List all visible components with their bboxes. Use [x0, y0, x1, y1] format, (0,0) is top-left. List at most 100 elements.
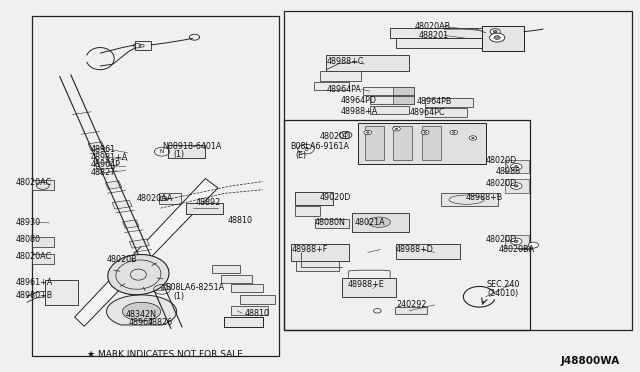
- Bar: [422, 126, 441, 160]
- Bar: [32, 237, 54, 247]
- Bar: [390, 28, 492, 38]
- Text: 240292: 240292: [396, 300, 427, 310]
- Bar: [352, 212, 409, 232]
- Circle shape: [364, 130, 372, 135]
- Bar: [326, 55, 409, 71]
- Bar: [396, 244, 460, 259]
- Bar: [395, 307, 427, 314]
- Bar: [342, 278, 396, 297]
- Bar: [320, 71, 362, 81]
- Polygon shape: [122, 220, 139, 228]
- Bar: [32, 16, 278, 356]
- Text: 48988+B: 48988+B: [465, 193, 502, 202]
- Circle shape: [529, 242, 539, 248]
- Bar: [225, 317, 262, 327]
- Polygon shape: [140, 259, 156, 267]
- Bar: [291, 244, 349, 260]
- Text: 48967: 48967: [129, 318, 154, 327]
- Text: 48020B: 48020B: [106, 254, 137, 264]
- Bar: [221, 275, 252, 283]
- Circle shape: [424, 132, 426, 133]
- Text: 48988+F: 48988+F: [291, 245, 328, 254]
- Text: 48020D: 48020D: [486, 156, 517, 166]
- Bar: [32, 180, 54, 190]
- Text: 48981+A: 48981+A: [91, 153, 128, 162]
- Polygon shape: [112, 200, 132, 209]
- Bar: [425, 99, 473, 107]
- Text: 48020D: 48020D: [320, 132, 351, 141]
- Text: 48020AC: 48020AC: [16, 178, 52, 187]
- Bar: [231, 306, 268, 315]
- Bar: [231, 284, 262, 292]
- Bar: [370, 96, 414, 104]
- Text: (E): (E): [296, 151, 307, 160]
- Text: 48961: 48961: [91, 145, 116, 154]
- Circle shape: [452, 132, 455, 133]
- Text: 48342N: 48342N: [125, 310, 157, 319]
- Bar: [135, 41, 151, 51]
- Polygon shape: [75, 179, 218, 326]
- Circle shape: [472, 137, 474, 139]
- Text: 48964PD: 48964PD: [340, 96, 376, 105]
- Text: 48964PC: 48964PC: [409, 108, 445, 118]
- Circle shape: [511, 163, 522, 170]
- Circle shape: [493, 31, 497, 33]
- Text: 48080: 48080: [16, 235, 41, 244]
- Text: 48021A: 48021A: [355, 218, 385, 227]
- Bar: [314, 82, 349, 90]
- Circle shape: [395, 128, 397, 129]
- Polygon shape: [95, 161, 115, 170]
- Bar: [358, 123, 486, 164]
- Polygon shape: [147, 278, 166, 287]
- Circle shape: [511, 183, 522, 189]
- Text: 48826: 48826: [148, 318, 173, 327]
- Bar: [483, 26, 524, 51]
- Bar: [315, 219, 349, 228]
- Bar: [505, 235, 529, 248]
- Text: 48961+A: 48961+A: [16, 278, 53, 287]
- Bar: [168, 145, 205, 158]
- Text: 48080N: 48080N: [315, 218, 346, 227]
- Text: N08918-6401A: N08918-6401A: [163, 142, 222, 151]
- Bar: [32, 254, 54, 263]
- Bar: [363, 87, 414, 95]
- Text: 48020AB: 48020AB: [414, 22, 451, 31]
- Text: 48020BA: 48020BA: [499, 245, 534, 254]
- Bar: [284, 11, 632, 330]
- Polygon shape: [129, 239, 149, 248]
- Circle shape: [511, 238, 522, 245]
- Circle shape: [515, 240, 518, 243]
- Text: 48827: 48827: [91, 168, 116, 177]
- Bar: [45, 280, 78, 305]
- Text: 48964PB: 48964PB: [417, 97, 452, 106]
- Text: 48988+D: 48988+D: [395, 245, 433, 254]
- Text: 48964P: 48964P: [91, 160, 120, 170]
- Bar: [241, 295, 275, 304]
- Text: 48020AA: 48020AA: [136, 194, 173, 203]
- Text: 48988: 48988: [495, 167, 520, 176]
- Circle shape: [450, 130, 458, 135]
- Text: N: N: [160, 149, 164, 154]
- Bar: [212, 265, 241, 273]
- Text: 48988+C: 48988+C: [326, 57, 364, 66]
- Circle shape: [469, 136, 477, 140]
- Ellipse shape: [368, 217, 390, 227]
- Bar: [294, 206, 320, 215]
- Text: 48810: 48810: [228, 216, 253, 225]
- Text: 48988+A: 48988+A: [340, 107, 378, 116]
- Bar: [365, 126, 384, 160]
- Circle shape: [494, 36, 500, 39]
- Text: 48020D: 48020D: [486, 235, 517, 244]
- Text: B08LA6-8251A: B08LA6-8251A: [165, 283, 224, 292]
- Polygon shape: [88, 142, 104, 150]
- Text: B08LA6-9161A: B08LA6-9161A: [290, 142, 349, 151]
- Bar: [425, 109, 467, 116]
- Text: 49020D: 49020D: [320, 193, 351, 202]
- Circle shape: [393, 126, 400, 131]
- Bar: [159, 193, 181, 204]
- Bar: [296, 261, 339, 271]
- Polygon shape: [106, 295, 177, 325]
- Polygon shape: [106, 181, 122, 189]
- Text: 48892: 48892: [196, 199, 221, 208]
- Bar: [370, 106, 409, 114]
